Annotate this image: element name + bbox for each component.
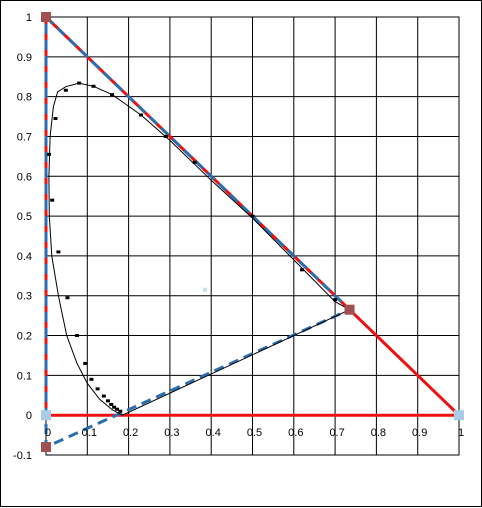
locus-marker — [50, 198, 55, 202]
x-tick-label: 0.7 — [329, 427, 344, 439]
x-tick-label: 0.6 — [288, 427, 303, 439]
blue-triangle-series — [44, 15, 353, 450]
locus-marker — [101, 394, 106, 398]
locus-marker — [95, 387, 100, 391]
locus-marker — [77, 81, 82, 85]
y-tick-label: -0.1 — [13, 450, 32, 462]
marker-layer — [41, 12, 464, 453]
x-tick-label: 1 — [458, 427, 464, 439]
locus-marker — [300, 268, 305, 272]
vertex-marker — [344, 304, 355, 315]
locus-marker — [109, 402, 114, 406]
x-tick-label: 0.1 — [82, 427, 97, 439]
locus-marker — [74, 334, 79, 338]
locus-marker — [83, 361, 88, 365]
y-tick-label: 1 — [26, 12, 32, 24]
y-tick-label: 0 — [26, 410, 32, 422]
locus-marker — [163, 134, 168, 138]
locus-marker — [138, 113, 143, 117]
faint-point — [203, 287, 208, 292]
y-tick-label: 0.5 — [17, 211, 32, 223]
vertex-marker — [41, 442, 51, 453]
y-tick-label: 0.3 — [17, 291, 32, 303]
y-tick-label: 0.9 — [17, 52, 32, 64]
locus-marker — [89, 377, 94, 381]
x-tick-label: 0.4 — [206, 427, 221, 439]
locus-marker — [110, 93, 115, 97]
locus-marker — [53, 117, 58, 121]
locus-marker — [333, 298, 338, 302]
y-tick-label: 0.2 — [17, 331, 32, 343]
locus-marker — [192, 160, 197, 164]
y-tick-label: 0.7 — [17, 131, 32, 143]
locus-marker — [46, 152, 51, 156]
locus-marker — [65, 296, 70, 300]
spectral-locus-series — [48, 82, 350, 416]
locus-marker — [56, 250, 61, 254]
y-tick-label: 0.1 — [17, 370, 32, 382]
x-tick-label: 0 — [45, 427, 51, 439]
x-tick-label: 0.9 — [412, 427, 427, 439]
vertex-marker — [454, 410, 464, 421]
vertex-marker — [41, 12, 51, 22]
label-layer: 0 0.1 0.2 0.3 0.4 0.5 0.6 0.7 0.8 0.9 1 -0.1 0 0.1 0.2… — [13, 12, 464, 462]
y-tick-label: 0.6 — [17, 171, 32, 183]
locus-marker — [105, 399, 110, 403]
x-tick-label: 0.5 — [247, 427, 262, 439]
locus-marker — [115, 407, 120, 411]
x-tick-label: 0.2 — [123, 427, 138, 439]
x-tick-label: 0.8 — [371, 427, 386, 439]
locus-marker — [112, 405, 117, 409]
y-tick-label: 0.8 — [17, 92, 32, 104]
locus-marker — [250, 214, 255, 218]
x-tick-label: 0.3 — [164, 427, 179, 439]
locus-marker — [91, 84, 96, 88]
y-tick-label: 0.4 — [17, 251, 32, 263]
locus-marker — [118, 409, 123, 413]
locus-marker — [63, 88, 68, 92]
vertex-marker — [41, 410, 51, 421]
